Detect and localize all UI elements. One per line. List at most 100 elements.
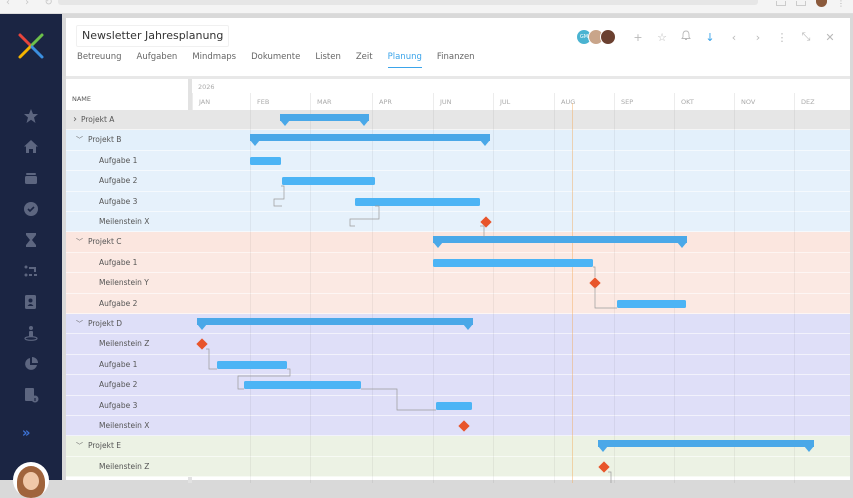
tab-mindmaps[interactable]: Mindmaps	[192, 52, 237, 62]
tab-betreuung[interactable]: Betreuung	[77, 52, 122, 62]
sidebar-item-time[interactable]	[0, 224, 62, 255]
sidebar: »	[0, 14, 62, 498]
collapse-icon[interactable]: ⤡	[801, 30, 811, 43]
sidebar-item-reports[interactable]	[0, 348, 62, 379]
sidebar-item-favorites[interactable]	[0, 100, 62, 131]
task-bar[interactable]	[217, 360, 287, 369]
star-icon[interactable]: ☆	[657, 30, 667, 44]
page-title[interactable]: Newsletter Jahresplanung	[76, 25, 230, 47]
user-avatar[interactable]	[13, 462, 49, 498]
tab-finanzen[interactable]: Finanzen	[436, 52, 475, 62]
month-feb: FEB	[250, 93, 310, 110]
month-gridline	[310, 110, 311, 483]
task-row[interactable]: Aufgabe 1	[66, 150, 850, 172]
project-summary-bar[interactable]	[280, 114, 369, 126]
window-icon[interactable]	[796, 1, 806, 6]
bell-icon[interactable]	[674, 30, 698, 44]
row-label: Aufgabe 3	[99, 196, 138, 206]
browser-menu-icon[interactable]: ⋮	[837, 0, 845, 8]
month-mar: MAR	[310, 93, 372, 110]
browser-profile-avatar[interactable]	[816, 0, 827, 7]
tab-planung[interactable]: Planung	[387, 52, 422, 68]
chevron-right-icon[interactable]: ›	[755, 30, 761, 44]
row-label: Aufgabe 1	[99, 155, 138, 165]
member-avatars[interactable]: GM	[576, 29, 616, 45]
month-gridline	[433, 110, 434, 483]
task-row[interactable]: Aufgabe 1	[66, 354, 850, 376]
project-summary-bar[interactable]	[433, 236, 687, 249]
folder-stack-icon	[25, 172, 37, 184]
chevron-down-icon[interactable]: ﹀	[76, 136, 83, 145]
month-apr: APR	[372, 93, 433, 110]
month-jun: JUN	[433, 93, 493, 110]
row-label: Meilenstein Z	[99, 339, 150, 349]
row-label: Projekt B	[88, 135, 122, 145]
task-bar[interactable]	[250, 156, 281, 165]
sidebar-item-projects[interactable]	[0, 162, 62, 193]
tab-aufgaben[interactable]: Aufgaben	[136, 52, 178, 62]
row-label: Meilenstein Z	[99, 461, 150, 471]
task-bar[interactable]	[433, 258, 593, 267]
member-avatar[interactable]	[600, 29, 616, 45]
month-gridline	[794, 110, 795, 483]
project-summary-bar[interactable]	[197, 318, 473, 330]
task-row[interactable]: Aufgabe 2	[66, 171, 850, 192]
milestone-row[interactable]: Meilenstein X	[66, 212, 850, 233]
milestone-row[interactable]: Meilenstein Y	[66, 273, 850, 294]
sidebar-item-workflows[interactable]	[0, 255, 62, 286]
app-logo[interactable]	[17, 32, 45, 60]
month-dez: DEZ	[794, 93, 850, 110]
task-row[interactable]: Aufgabe 2	[66, 293, 850, 314]
sidebar-item-resources[interactable]	[0, 317, 62, 348]
address-bar[interactable]	[58, 0, 758, 5]
month-gridline	[674, 110, 675, 483]
row-label: Aufgabe 1	[99, 359, 138, 369]
month-sep: SEP	[614, 93, 674, 110]
task-bar[interactable]	[244, 381, 361, 390]
chevron-right-icon[interactable]: ›	[73, 114, 77, 125]
project-summary-bar[interactable]	[250, 134, 490, 147]
tab-dokumente[interactable]: Dokumente	[251, 52, 301, 62]
contacts-icon	[25, 294, 36, 309]
task-bar[interactable]	[436, 401, 472, 410]
milestone-row[interactable]: Meilenstein Z	[66, 334, 850, 355]
browser-toolbar: ‹ › ↻ ⋮	[0, 0, 853, 14]
name-column: NAME	[66, 79, 188, 483]
row-label: Aufgabe 2	[99, 380, 138, 390]
tab-zeit[interactable]: Zeit	[355, 52, 373, 62]
task-bar[interactable]	[617, 299, 686, 308]
milestone-row[interactable]: Meilenstein Z	[66, 456, 850, 478]
chevron-down-icon[interactable]: ﹀	[76, 320, 83, 328]
sidebar-item-documents-info[interactable]	[0, 379, 62, 410]
close-icon[interactable]: ✕	[825, 30, 835, 44]
chevron-left-icon[interactable]: ‹	[731, 30, 737, 44]
home-icon	[24, 139, 38, 153]
sidebar-item-home[interactable]	[0, 131, 62, 162]
project-summary-bar[interactable]	[598, 440, 814, 453]
task-bar[interactable]	[355, 197, 480, 206]
month-gridline	[734, 110, 735, 483]
chevron-down-icon[interactable]: ﹀	[76, 238, 83, 247]
month-gridline	[250, 110, 251, 483]
pie-chart-icon	[25, 356, 38, 370]
more-icon[interactable]: ⋮	[776, 30, 788, 44]
expand-sidebar-icon[interactable]: »	[22, 426, 31, 441]
extensions-icon[interactable]	[776, 1, 786, 6]
tab-listen[interactable]: Listen	[315, 52, 341, 62]
task-bar[interactable]	[282, 177, 375, 186]
sidebar-item-contacts[interactable]	[0, 286, 62, 317]
person-pin-icon	[24, 325, 38, 341]
hourglass-icon	[26, 232, 36, 247]
month-nov: NOV	[734, 93, 794, 110]
download-icon[interactable]: ↓	[705, 30, 715, 44]
project-row[interactable]: › Projekt A	[66, 110, 850, 131]
add-icon[interactable]: +	[633, 30, 643, 44]
row-label: Meilenstein X	[99, 421, 150, 430]
sidebar-item-tasks[interactable]	[0, 193, 62, 224]
chevron-down-icon[interactable]: ﹀	[76, 442, 83, 451]
milestone-row[interactable]: Meilenstein X	[66, 416, 850, 437]
task-row[interactable]: Aufgabe 2	[66, 375, 850, 396]
browser-nav-buttons[interactable]: ‹ › ↻	[6, 0, 59, 8]
year-label: 2026	[198, 83, 215, 91]
gantt-chart: NAME › Projekt A ﹀ Projekt B Aufgabe 1 Aufgab…	[66, 76, 850, 483]
